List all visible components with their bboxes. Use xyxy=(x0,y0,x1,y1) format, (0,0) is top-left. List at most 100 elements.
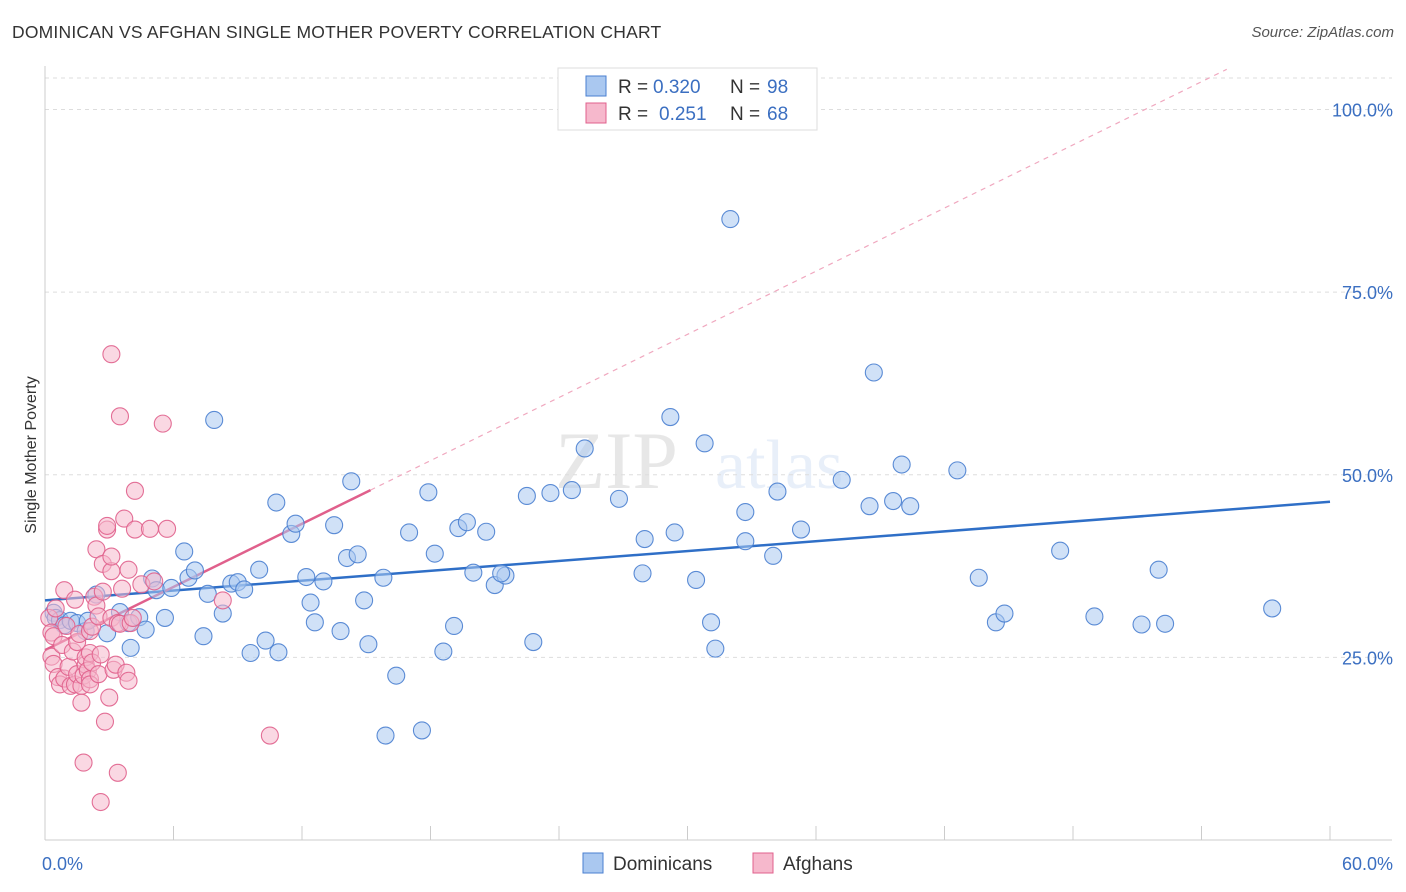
point-afghans xyxy=(158,519,177,538)
point-afghans xyxy=(91,645,110,664)
point-afghans xyxy=(108,763,127,782)
point-afghans xyxy=(145,572,164,591)
point-dominicans xyxy=(235,580,254,599)
legend-r-dominicans: 0.320 xyxy=(653,77,701,98)
point-dominicans xyxy=(155,608,174,627)
point-dominicans xyxy=(445,616,464,636)
point-afghans xyxy=(119,560,138,579)
point-dominicans xyxy=(1085,607,1104,626)
point-dominicans xyxy=(175,542,194,561)
point-afghans xyxy=(57,616,76,636)
point-dominicans xyxy=(695,434,714,453)
point-dominicans xyxy=(702,613,721,632)
point-dominicans xyxy=(348,545,367,564)
x-tick-label-min: 0.0% xyxy=(42,854,83,874)
point-dominicans xyxy=(860,497,879,516)
legend-top: R = 0.320 N = 98 R = 0.251 N = 68 xyxy=(557,67,818,131)
y-tick-label: 25.0% xyxy=(1342,648,1393,668)
point-dominicans xyxy=(609,489,629,508)
point-dominicans xyxy=(314,572,333,591)
point-dominicans xyxy=(665,523,684,542)
y-tick-label: 75.0% xyxy=(1342,283,1393,303)
point-dominicans xyxy=(517,486,536,505)
point-dominicans xyxy=(376,726,395,745)
y-axis-label: Single Mother Poverty xyxy=(23,376,40,533)
point-dominicans xyxy=(205,410,224,430)
point-afghans xyxy=(260,726,279,745)
legend-swatch-afghans xyxy=(585,102,607,124)
point-dominicans xyxy=(136,620,155,639)
point-afghans xyxy=(140,519,159,538)
trend-lines xyxy=(44,68,1331,652)
point-dominicans xyxy=(185,561,204,580)
point-dominicans xyxy=(250,560,269,579)
point-dominicans xyxy=(864,363,883,382)
point-dominicans xyxy=(194,627,213,646)
point-dominicans xyxy=(1156,614,1175,633)
y-tick-label: 50.0% xyxy=(1342,466,1393,486)
point-dominicans xyxy=(162,578,181,598)
point-afghans xyxy=(125,481,144,500)
point-afghans xyxy=(46,599,65,618)
point-afghans xyxy=(102,345,121,364)
legend-r-afghans: 0.251 xyxy=(659,104,707,125)
point-dominicans xyxy=(412,721,431,740)
legend-bottom-label-afghans: Afghans xyxy=(783,854,853,875)
y-tick-labels: 25.0% 50.0% 75.0% 100.0% xyxy=(1332,101,1393,669)
y-tick-label: 100.0% xyxy=(1332,101,1393,121)
point-dominicans xyxy=(884,492,903,511)
point-dominicans xyxy=(764,546,783,565)
point-dominicans xyxy=(198,584,217,603)
legend-n-label-dominicans: N = xyxy=(730,77,760,98)
x-tick-label-max: 60.0% xyxy=(1342,854,1393,874)
point-dominicans xyxy=(1263,599,1282,618)
legend-bottom-swatch-dominicans xyxy=(582,852,604,874)
point-dominicans xyxy=(791,520,811,539)
point-dominicans xyxy=(1132,615,1151,634)
point-dominicans xyxy=(661,408,680,427)
legend-n-dominicans: 98 xyxy=(767,77,788,98)
point-dominicans xyxy=(457,513,476,532)
point-dominicans xyxy=(633,564,652,583)
point-dominicans xyxy=(267,493,286,512)
legend-bottom-swatch-afghans xyxy=(752,852,774,874)
point-dominicans xyxy=(464,563,483,582)
point-dominicans xyxy=(832,470,851,489)
point-dominicans xyxy=(269,643,288,662)
point-afghans xyxy=(91,792,110,812)
point-dominicans xyxy=(331,622,350,641)
point-afghans xyxy=(100,688,119,707)
point-dominicans xyxy=(387,666,406,685)
x-tick-labels: 0.0% 60.0% xyxy=(42,854,1393,874)
point-dominicans xyxy=(524,632,543,652)
point-dominicans xyxy=(342,472,361,491)
point-dominicans xyxy=(541,483,560,503)
legend-bottom-label-dominicans: Dominicans xyxy=(613,854,712,875)
point-dominicans xyxy=(434,642,453,661)
point-afghans xyxy=(72,693,91,712)
point-dominicans xyxy=(995,604,1014,623)
point-dominicans xyxy=(768,482,787,501)
point-afghans xyxy=(115,509,134,528)
point-dominicans xyxy=(400,523,419,542)
point-dominicans xyxy=(419,483,438,502)
point-afghans xyxy=(125,520,144,539)
trend-extension-afghans xyxy=(370,68,1227,491)
point-afghans xyxy=(93,582,112,601)
point-dominicans xyxy=(969,568,988,587)
point-dominicans xyxy=(359,635,378,654)
point-dominicans xyxy=(635,529,654,549)
point-dominicans xyxy=(286,514,305,533)
point-dominicans xyxy=(575,439,594,458)
point-dominicans xyxy=(892,455,911,474)
point-dominicans xyxy=(736,502,755,522)
point-dominicans xyxy=(1051,541,1070,560)
point-dominicans xyxy=(948,461,967,480)
legend-bottom: Dominicans Afghans xyxy=(582,852,853,875)
point-afghans xyxy=(74,753,93,772)
point-dominicans xyxy=(297,567,316,587)
point-afghans xyxy=(110,407,130,426)
point-dominicans xyxy=(687,570,706,590)
source-label: Source: ZipAtlas.com xyxy=(1251,24,1394,41)
point-dominicans xyxy=(305,613,324,632)
